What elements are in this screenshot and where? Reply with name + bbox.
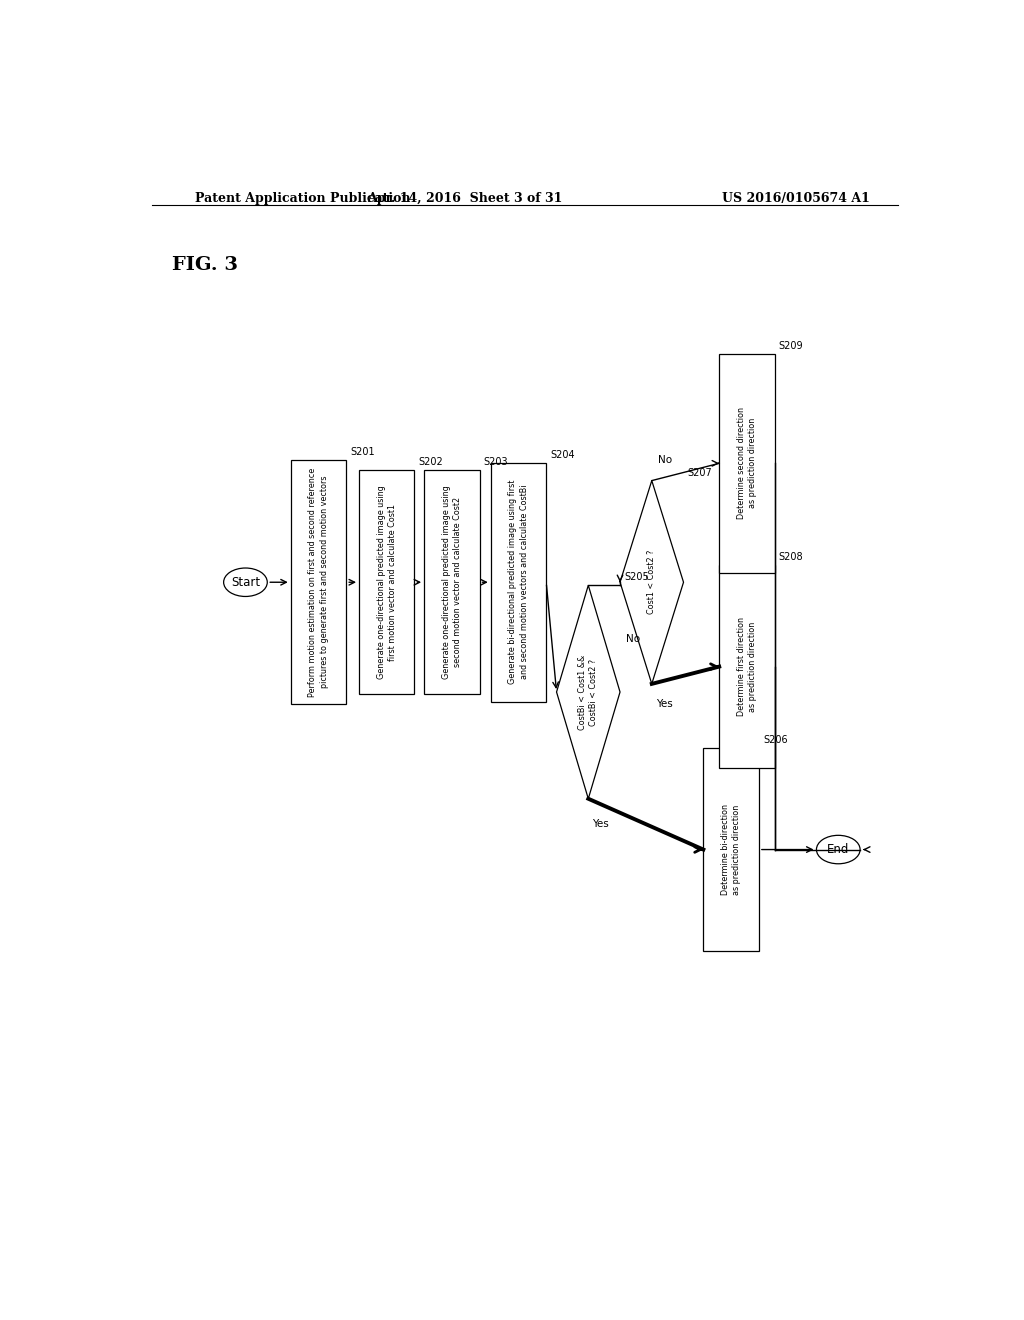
Text: S208: S208	[779, 552, 804, 562]
Ellipse shape	[223, 568, 267, 597]
Text: End: End	[827, 843, 850, 857]
FancyBboxPatch shape	[359, 470, 415, 694]
Text: Generate bi-directional predicted image using first
and second motion vectors an: Generate bi-directional predicted image …	[508, 480, 528, 685]
Text: Apr. 14, 2016  Sheet 3 of 31: Apr. 14, 2016 Sheet 3 of 31	[368, 191, 563, 205]
Text: S209: S209	[779, 341, 804, 351]
Text: CostBi < Cost1 &&
CostBi < Cost2 ?: CostBi < Cost1 && CostBi < Cost2 ?	[579, 655, 598, 730]
Text: Determine first direction
as prediction direction: Determine first direction as prediction …	[737, 618, 757, 717]
Text: US 2016/0105674 A1: US 2016/0105674 A1	[722, 191, 870, 205]
Text: Yes: Yes	[592, 818, 609, 829]
Text: Generate one-directional predicted image using
second motion vector and calculat: Generate one-directional predicted image…	[441, 486, 462, 678]
FancyBboxPatch shape	[719, 565, 775, 768]
Text: Cost1 < Cost2 ?: Cost1 < Cost2 ?	[647, 550, 656, 614]
Text: S207: S207	[687, 467, 713, 478]
Text: S202: S202	[419, 458, 443, 467]
FancyBboxPatch shape	[703, 748, 759, 952]
Text: No: No	[658, 455, 672, 466]
FancyBboxPatch shape	[291, 461, 346, 704]
FancyBboxPatch shape	[424, 470, 479, 694]
Polygon shape	[620, 480, 684, 684]
Ellipse shape	[816, 836, 860, 863]
Text: Determine bi-direction
as prediction direction: Determine bi-direction as prediction dir…	[721, 804, 741, 895]
FancyBboxPatch shape	[719, 354, 775, 573]
Text: Perform motion estimation on first and second reference
pictures to generate fir: Perform motion estimation on first and s…	[308, 467, 329, 697]
Text: S203: S203	[483, 458, 508, 467]
Text: S201: S201	[350, 447, 375, 457]
Text: S206: S206	[763, 735, 787, 744]
Text: Yes: Yes	[655, 700, 673, 709]
Text: Patent Application Publication: Patent Application Publication	[196, 191, 411, 205]
Text: S205: S205	[624, 573, 649, 582]
FancyBboxPatch shape	[490, 463, 546, 702]
Text: S204: S204	[550, 450, 574, 459]
Polygon shape	[556, 585, 620, 799]
Text: Generate one-directional predicted image using
first motion vector and calculate: Generate one-directional predicted image…	[377, 486, 396, 678]
Text: Determine second direction
as prediction direction: Determine second direction as prediction…	[737, 408, 757, 519]
Text: No: No	[627, 634, 640, 644]
Text: FIG. 3: FIG. 3	[172, 256, 238, 275]
Text: Start: Start	[230, 576, 260, 589]
